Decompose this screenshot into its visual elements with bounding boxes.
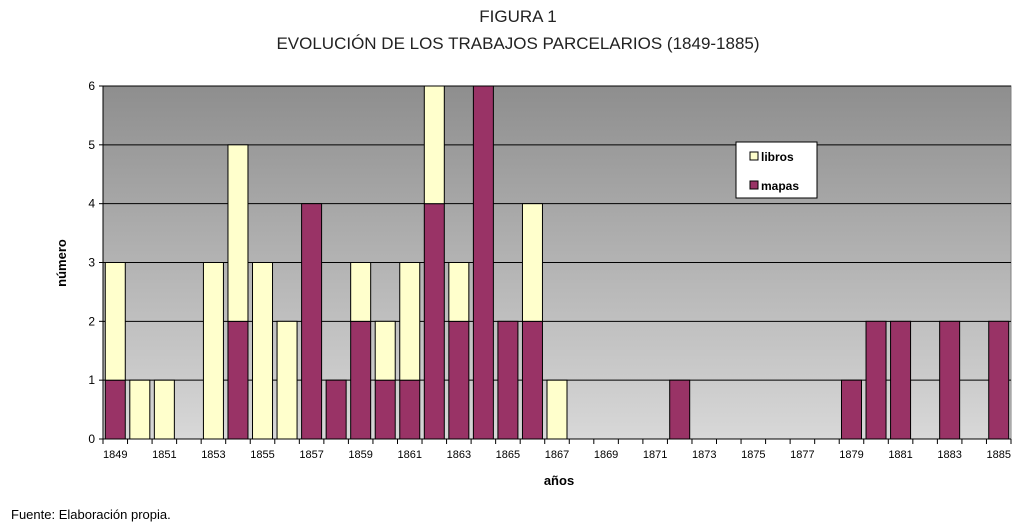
bar-libros-1866	[521, 203, 543, 322]
y-tick-label: 1	[88, 373, 95, 387]
bar-mapas-1862	[423, 203, 445, 440]
x-tick-label: 1875	[741, 449, 765, 461]
x-tick-label: 1879	[839, 449, 863, 461]
figure-subtitle: EVOLUCIÓN DE LOS TRABAJOS PARCELARIOS (1…	[276, 34, 759, 53]
source-note: Fuente: Elaboración propia.	[11, 507, 171, 522]
x-tick-label: 1873	[692, 449, 716, 461]
y-tick-label: 2	[88, 314, 95, 328]
bar-libros-1853	[202, 262, 224, 440]
figure-title: FIGURA 1	[479, 7, 556, 26]
bar-mapas-1860	[374, 379, 396, 440]
x-tick-label: 1853	[201, 449, 225, 461]
bar-libros-1850	[129, 379, 151, 440]
legend-swatch-libros	[749, 151, 759, 161]
x-tick-label: 1871	[643, 449, 667, 461]
bar-mapas-1849	[104, 379, 126, 440]
legend-label-mapas: mapas	[761, 179, 799, 193]
bar-libros-1863	[448, 262, 470, 322]
legend-swatch-mapas	[749, 180, 759, 190]
bar-libros-1849	[104, 262, 126, 381]
legend: libros mapas	[735, 141, 818, 199]
bar-mapas-1864	[472, 85, 494, 440]
bar-mapas-1865	[497, 320, 519, 440]
x-tick-label: 1861	[398, 449, 422, 461]
y-tick-label: 0	[88, 432, 95, 446]
bars	[104, 85, 1010, 440]
x-tick-label: 1859	[348, 449, 372, 461]
bar-mapas-1854	[227, 320, 249, 440]
x-tick-label: 1851	[152, 449, 176, 461]
bar-libros-1854	[227, 144, 249, 322]
y-tick-label: 3	[88, 256, 95, 270]
bar-mapas-1861	[399, 379, 421, 440]
bar-libros-1855	[252, 262, 274, 440]
bar-mapas-1880	[865, 320, 887, 440]
x-axis-label: años	[544, 473, 574, 488]
bar-mapas-1879	[840, 379, 862, 440]
x-tick-label: 1849	[103, 449, 127, 461]
bar-libros-1861	[399, 262, 421, 381]
bar-libros-1860	[374, 320, 396, 381]
legend-label-libros: libros	[761, 150, 794, 164]
bar-mapas-1863	[448, 320, 470, 440]
x-tick-label: 1863	[447, 449, 471, 461]
bar-libros-1851	[153, 379, 175, 440]
bar-mapas-1858	[325, 379, 347, 440]
axes: 0 1 2 3 4 5 6 1849 1851 1853 1855 1857 1859 1861 1863 1…	[88, 79, 1012, 461]
bar-mapas-1872	[669, 379, 691, 440]
x-tick-label: 1857	[299, 449, 323, 461]
x-tick-label: 1881	[888, 449, 912, 461]
bar-mapas-1857	[301, 203, 323, 440]
x-tick-label: 1865	[496, 449, 520, 461]
bar-mapas-1859	[350, 320, 372, 440]
y-tick-label: 6	[88, 79, 95, 93]
bar-mapas-1866	[521, 320, 543, 440]
bar-mapas-1885	[988, 320, 1010, 440]
bar-libros-1856	[276, 320, 298, 440]
bar-mapas-1883	[939, 320, 961, 440]
x-tick-label: 1885	[986, 449, 1010, 461]
x-tick-label: 1867	[545, 449, 569, 461]
x-tick-label: 1855	[250, 449, 274, 461]
bar-libros-1859	[350, 262, 372, 322]
y-axis-label: número	[54, 239, 69, 287]
bar-libros-1862	[423, 85, 445, 205]
y-tick-label: 5	[88, 138, 95, 152]
bar-mapas-1881	[890, 320, 912, 440]
x-tick-label: 1869	[594, 449, 618, 461]
x-tick-label: 1877	[790, 449, 814, 461]
bar-libros-1867	[546, 379, 568, 440]
y-tick-label: 4	[88, 197, 95, 211]
x-tick-label: 1883	[937, 449, 961, 461]
